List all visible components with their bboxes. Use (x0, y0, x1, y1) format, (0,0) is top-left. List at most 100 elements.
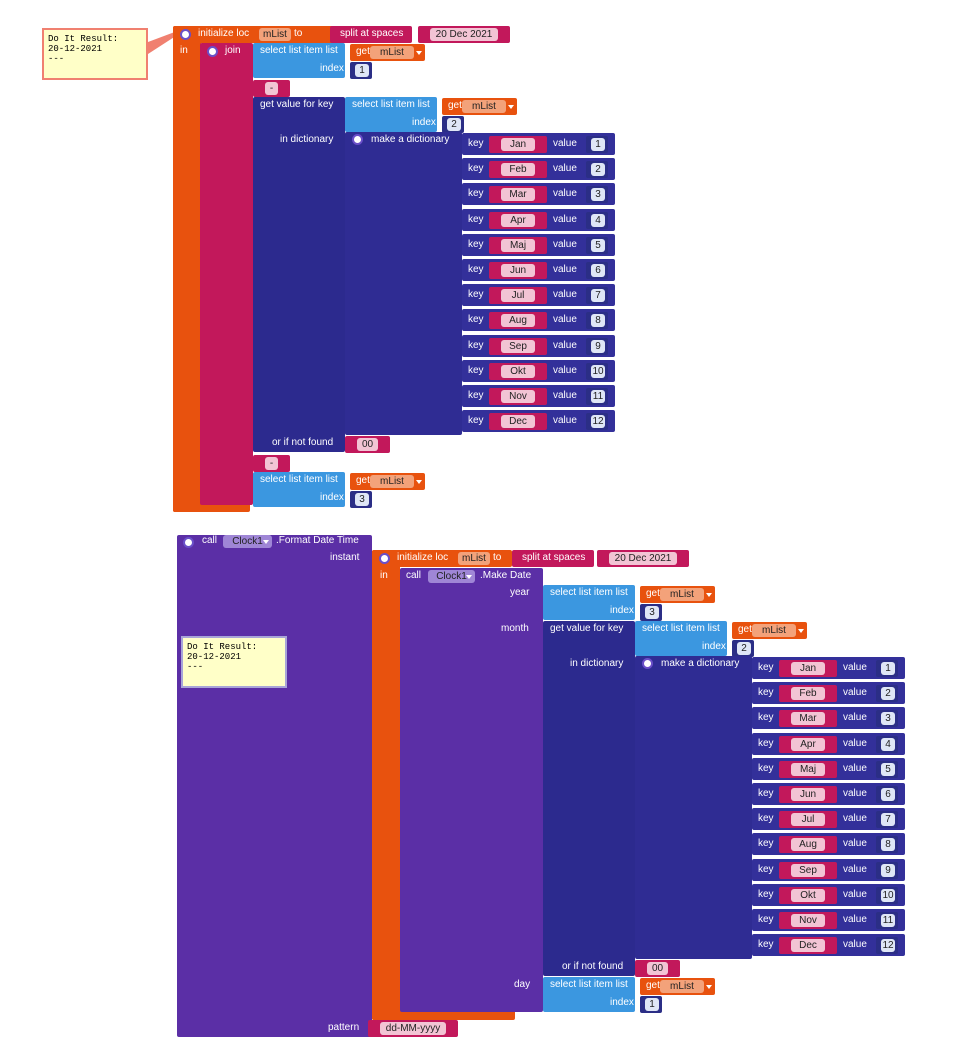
text-field: Aug (791, 838, 825, 852)
block-label: key (468, 289, 484, 301)
number-field: 10 (881, 888, 895, 902)
comment-line: --- (48, 54, 65, 64)
block-icon (642, 658, 653, 669)
block-label: key (468, 213, 484, 225)
block-label: call (202, 535, 218, 546)
number-field: 3 (591, 188, 605, 202)
number-field: 6 (881, 788, 895, 801)
block-icon (379, 553, 390, 564)
block-label: get value for key (260, 99, 334, 110)
block-label: key (468, 390, 484, 401)
comment-line: --- (187, 662, 204, 672)
block-label: index (610, 605, 634, 616)
number-field: 1 (591, 138, 605, 151)
block-label: in (380, 570, 388, 581)
comment-line: Do It Result: (48, 34, 119, 44)
text-field: Mar (791, 712, 825, 726)
block-label: index (320, 492, 344, 503)
text-field: Jan (501, 138, 535, 151)
text-field: dd-MM-yyyy (380, 1022, 446, 1035)
block-label: key (468, 264, 484, 275)
block-label: key (758, 712, 774, 724)
block-label: make a dictionary (661, 658, 740, 669)
text-field: Mar (501, 188, 535, 202)
block-label: initialize loc (397, 552, 449, 563)
block-label: in dictionary (570, 658, 624, 669)
block-label: get (356, 475, 370, 486)
block-label: key (758, 762, 774, 774)
block-label: value (553, 238, 577, 250)
block-icon (180, 29, 191, 40)
block-label: index (412, 117, 436, 128)
join-block (200, 43, 253, 505)
number-field: 2 (447, 118, 461, 131)
dropdown-arrow (798, 629, 804, 633)
block-label: key (758, 888, 774, 900)
block-label: select list item list (352, 99, 430, 110)
text-field: 00 (357, 438, 378, 451)
component-field: Clock1 (428, 570, 475, 583)
block-label: select list item list (550, 587, 628, 598)
block-label: value (553, 364, 577, 376)
variable-field: mList (752, 624, 796, 637)
text-field: Jun (501, 264, 535, 277)
block-label: value (843, 939, 867, 951)
block-label: key (758, 939, 774, 951)
text-field: Feb (501, 163, 535, 177)
block-label: key (758, 662, 774, 673)
number-field: 2 (881, 687, 895, 701)
number-field: 6 (591, 264, 605, 277)
dropdown-arrow (416, 51, 422, 55)
text-field: 20 Dec 2021 (609, 552, 677, 565)
number-field: 12 (591, 415, 605, 429)
number-field: 4 (591, 213, 605, 227)
text-field: 00 (647, 962, 668, 975)
block-label: key (758, 788, 774, 799)
component-field: Clock1 (223, 535, 272, 548)
block-label: key (468, 364, 484, 376)
block-label: value (553, 415, 577, 427)
text-field: Nov (791, 914, 825, 927)
block-label: get (646, 980, 660, 991)
block-label: value (843, 888, 867, 900)
number-field: 1 (881, 662, 895, 675)
text-field: Apr (791, 737, 825, 751)
block-label: select list item list (260, 45, 338, 56)
block-label: value (553, 390, 577, 401)
variable-field: mList (259, 28, 291, 41)
block-label: value (553, 339, 577, 351)
block-label: value (843, 762, 867, 774)
block-label: value (843, 662, 867, 673)
number-field: 5 (881, 762, 895, 776)
block-label: value (553, 188, 577, 200)
select-list-item-block (543, 977, 635, 1012)
number-field: 11 (591, 390, 605, 403)
split-block (330, 26, 412, 43)
variable-field: mList (370, 46, 414, 59)
comment-line: 20-12-2021 (187, 652, 242, 662)
format-date-time-block (177, 535, 372, 1037)
block-label: select list item list (642, 623, 720, 634)
block-label: in dictionary (280, 134, 334, 145)
dropdown-arrow (706, 985, 712, 989)
block-label: index (610, 997, 634, 1008)
number-field: 8 (591, 314, 605, 328)
dropdown-arrow (263, 540, 269, 544)
block-label: value (553, 138, 577, 149)
comment-bubble: Do It Result: 20-12-2021 --- (42, 28, 148, 80)
number-field: 11 (881, 914, 895, 927)
block-label: value (553, 213, 577, 225)
block-label: to (294, 28, 303, 39)
block-label: key (468, 188, 484, 200)
block-label: value (843, 838, 867, 850)
number-field: 7 (591, 289, 605, 303)
text-field: Maj (791, 762, 825, 776)
block-label: index (320, 63, 344, 74)
text-field: Jan (791, 662, 825, 675)
block-icon (352, 134, 363, 145)
block-label: instant (330, 552, 360, 563)
block-label: get (448, 100, 462, 111)
block-label: get (646, 588, 660, 599)
block-label: key (758, 737, 774, 749)
